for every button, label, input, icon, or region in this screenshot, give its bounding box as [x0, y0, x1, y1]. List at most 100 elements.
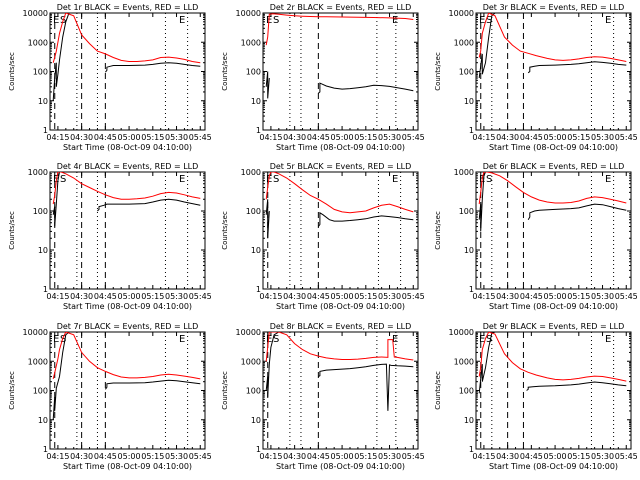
events-series-line: [265, 71, 270, 99]
x-tick-label: 05:00: [544, 292, 567, 301]
marker-label: E: [392, 334, 398, 345]
chart-title: Det 1r BLACK = Events, RED = LLD: [57, 3, 199, 12]
plot-frame: [262, 331, 419, 450]
series-group: [478, 13, 627, 79]
plot-frame: [475, 171, 632, 290]
x-axis-title: Start Time (08-Oct-09 04:10:00): [63, 143, 192, 152]
y-tick-label: 10000: [449, 9, 474, 18]
y-tick-label: 1: [469, 445, 474, 454]
x-tick-label: 05:45: [402, 292, 425, 301]
lld-series-line: [52, 13, 201, 64]
x-axis-title: Start Time (08-Oct-09 04:10:00): [489, 143, 618, 152]
x-tick-label: 04:30: [70, 292, 93, 301]
y-tick-label: 100: [246, 68, 261, 77]
x-axis-title: Start Time (08-Oct-09 04:10:00): [489, 462, 618, 471]
x-tick-label: 05:30: [165, 452, 188, 461]
events-series-line: [318, 82, 414, 94]
x-tick-label: 05:45: [189, 133, 212, 142]
lld-series-line: [478, 13, 627, 62]
x-tick-label: 05:00: [118, 133, 141, 142]
x-tick-label: 05:30: [165, 292, 188, 301]
x-tick-label: 04:30: [496, 452, 519, 461]
marker-label: E: [266, 334, 272, 345]
marker-label: E: [53, 334, 59, 345]
y-tick-label: 10000: [23, 328, 48, 337]
chart-title: Det 5r BLACK = Events, RED = LLD: [270, 162, 412, 171]
y-tick-label: 10: [464, 246, 474, 255]
x-tick-label: 04:45: [520, 292, 543, 301]
series-group: [265, 172, 414, 239]
series-group: [52, 13, 201, 101]
y-tick-label: 100: [459, 387, 474, 396]
marker-label: S: [273, 15, 279, 26]
chart-title: Det 4r BLACK = Events, RED = LLD: [57, 162, 199, 171]
x-tick-label: 05:00: [331, 452, 354, 461]
events-series-line: [265, 332, 280, 398]
x-tick-label: 05:15: [141, 292, 164, 301]
x-tick-label: 04:15: [259, 133, 282, 142]
series-group: [478, 172, 627, 232]
events-series-line: [478, 13, 496, 79]
marker-label: S: [486, 15, 492, 26]
y-tick-label: 100: [33, 387, 48, 396]
y-tick-label: 10000: [449, 328, 474, 337]
y-tick-label: 10: [38, 97, 48, 106]
y-axis-title: Counts/sec: [434, 211, 442, 250]
x-tick-label: 05:15: [354, 133, 377, 142]
lld-series-line: [52, 172, 201, 205]
marker-label: E: [392, 15, 398, 26]
y-tick-label: 1: [43, 285, 48, 294]
y-axis-title: Counts/sec: [8, 52, 16, 91]
x-axis-title: Start Time (08-Oct-09 04:10:00): [276, 143, 405, 152]
x-tick-label: 05:30: [378, 452, 401, 461]
x-tick-label: 04:30: [70, 133, 93, 142]
plot-frame: [262, 171, 419, 290]
events-series-line: [478, 172, 486, 232]
marker-label: S: [486, 174, 492, 185]
y-tick-label: 100: [33, 68, 48, 77]
y-tick-label: 1000: [28, 38, 48, 47]
events-series-line: [527, 61, 627, 74]
x-tick-label: 04:15: [259, 452, 282, 461]
chart-title: Det 7r BLACK = Events, RED = LLD: [57, 322, 199, 331]
marker-label: E: [605, 15, 611, 26]
x-tick-label: 04:45: [94, 133, 117, 142]
x-tick-label: 05:15: [567, 133, 590, 142]
events-series-line: [318, 363, 414, 411]
events-series-line: [526, 381, 627, 391]
marker-label: S: [60, 174, 66, 185]
x-tick-label: 05:30: [591, 133, 614, 142]
x-tick-label: 05:00: [544, 133, 567, 142]
x-tick-label: 05:45: [615, 292, 638, 301]
x-axis-title: Start Time (08-Oct-09 04:10:00): [276, 462, 405, 471]
x-tick-label: 05:15: [567, 292, 590, 301]
events-series-line: [105, 62, 201, 73]
events-series-line: [104, 379, 201, 390]
x-tick-label: 05:45: [189, 452, 212, 461]
events-series-line: [97, 198, 201, 212]
x-tick-label: 04:45: [520, 452, 543, 461]
x-tick-label: 05:30: [378, 292, 401, 301]
x-tick-label: 05:00: [118, 292, 141, 301]
lld-series-line: [265, 332, 414, 362]
series-group: [52, 172, 201, 227]
y-tick-label: 10: [38, 246, 48, 255]
x-axis-title: Start Time (08-Oct-09 04:10:00): [63, 302, 192, 311]
events-series-line: [52, 172, 62, 227]
x-tick-label: 04:15: [472, 133, 495, 142]
y-tick-label: 10: [251, 246, 261, 255]
plot-frame: [475, 12, 632, 131]
marker-label: S: [273, 174, 279, 185]
y-tick-label: 1: [256, 445, 261, 454]
x-tick-label: 05:00: [331, 133, 354, 142]
x-tick-label: 04:30: [283, 292, 306, 301]
chart-title: Det 8r BLACK = Events, RED = LLD: [270, 322, 412, 331]
y-tick-label: 10000: [23, 9, 48, 18]
lld-series-line: [265, 172, 414, 214]
x-tick-label: 04:45: [520, 133, 543, 142]
events-series-line: [52, 13, 76, 101]
x-tick-label: 05:45: [402, 452, 425, 461]
